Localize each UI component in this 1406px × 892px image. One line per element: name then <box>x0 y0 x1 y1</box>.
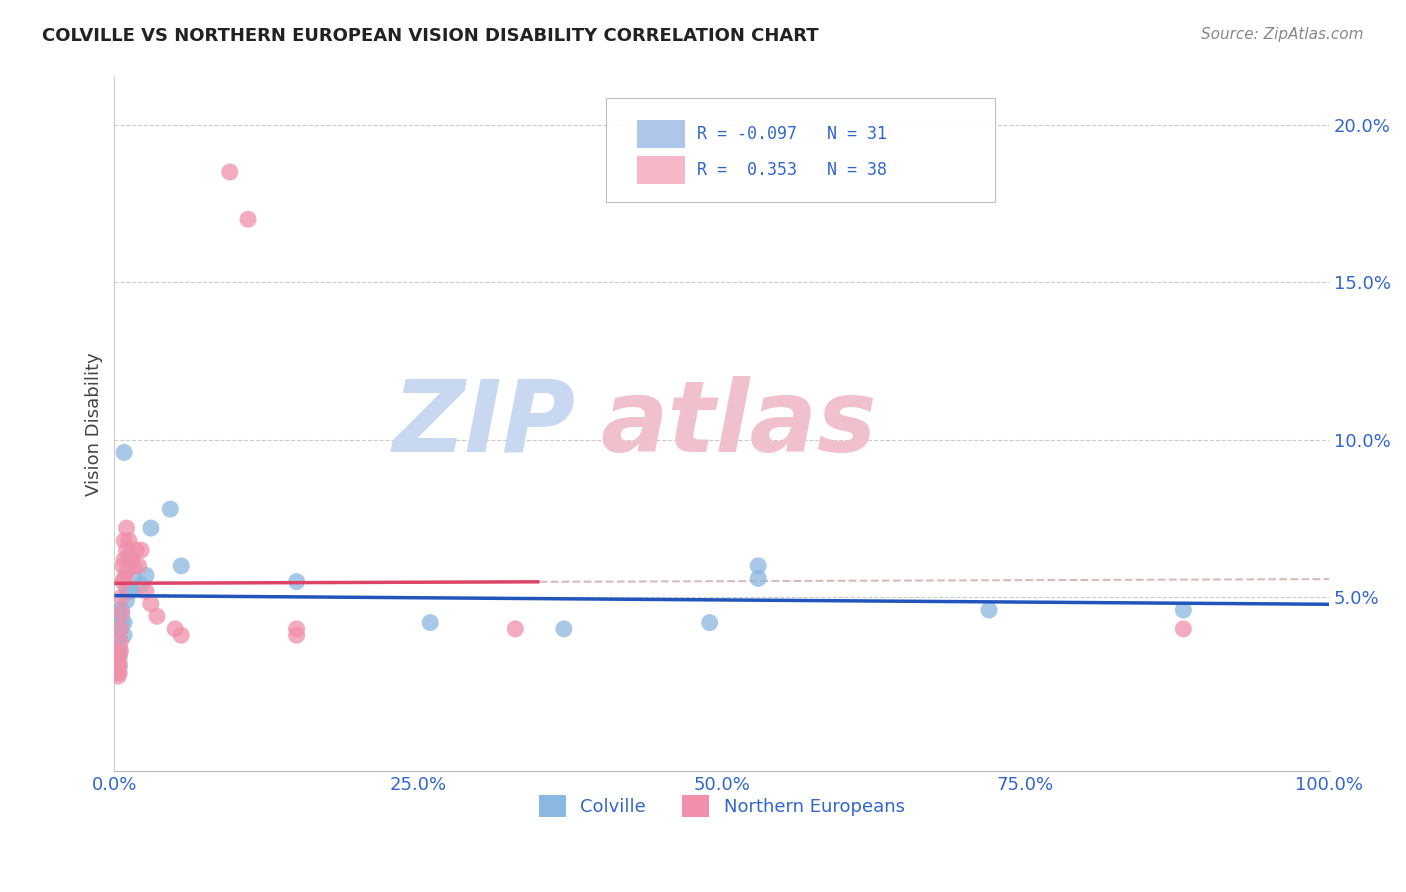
Point <box>108 659 131 673</box>
Point <box>112 572 135 586</box>
Point <box>107 669 129 683</box>
Point <box>110 634 132 648</box>
Bar <box>637 120 685 148</box>
Point <box>108 647 131 661</box>
Bar <box>637 156 685 184</box>
FancyBboxPatch shape <box>606 98 995 202</box>
Point <box>115 581 138 595</box>
Text: R =  0.353   N = 38: R = 0.353 N = 38 <box>697 161 887 179</box>
Point <box>111 558 134 573</box>
Point <box>122 558 145 573</box>
Point <box>115 521 138 535</box>
Point <box>146 609 169 624</box>
Point <box>125 543 148 558</box>
Point <box>503 622 526 636</box>
Point <box>118 584 141 599</box>
Point <box>218 165 240 179</box>
Point <box>118 552 141 566</box>
Point <box>111 606 134 620</box>
Point <box>1173 603 1195 617</box>
Point <box>120 584 142 599</box>
Text: COLVILLE VS NORTHERN EUROPEAN VISION DISABILITY CORRELATION CHART: COLVILLE VS NORTHERN EUROPEAN VISION DIS… <box>42 27 818 45</box>
Point <box>120 552 142 566</box>
Point <box>699 615 721 630</box>
Point <box>107 659 129 673</box>
Point <box>105 653 128 667</box>
Point <box>139 597 162 611</box>
Point <box>170 628 193 642</box>
Point <box>108 650 131 665</box>
Legend: Colville, Northern Europeans: Colville, Northern Europeans <box>531 788 912 824</box>
Point <box>112 533 135 548</box>
Point <box>135 584 157 599</box>
Point <box>122 572 145 586</box>
Point <box>129 543 152 558</box>
Point <box>115 593 138 607</box>
Point <box>285 628 308 642</box>
Point <box>111 591 134 605</box>
Point <box>977 603 1000 617</box>
Point <box>110 622 132 636</box>
Point <box>112 615 135 630</box>
Point <box>108 640 131 655</box>
Point <box>165 622 187 636</box>
Point <box>236 212 259 227</box>
Point <box>747 572 769 586</box>
Text: R = -0.097   N = 31: R = -0.097 N = 31 <box>697 125 887 143</box>
Point <box>159 502 181 516</box>
Point <box>139 521 162 535</box>
Point <box>108 622 131 636</box>
Point <box>112 628 135 642</box>
Point <box>118 533 141 548</box>
Point <box>108 657 131 671</box>
Point <box>419 615 441 630</box>
Point <box>747 558 769 573</box>
Point <box>111 603 134 617</box>
Point <box>1173 622 1195 636</box>
Point <box>112 445 135 459</box>
Text: Source: ZipAtlas.com: Source: ZipAtlas.com <box>1201 27 1364 42</box>
Point <box>553 622 575 636</box>
Text: atlas: atlas <box>600 376 877 473</box>
Y-axis label: Vision Disability: Vision Disability <box>86 352 103 496</box>
Point <box>108 603 131 617</box>
Point <box>105 665 128 680</box>
Point <box>112 552 135 566</box>
Point <box>110 644 132 658</box>
Text: ZIP: ZIP <box>394 376 576 473</box>
Point <box>115 565 138 579</box>
Point <box>285 622 308 636</box>
Point <box>108 632 131 646</box>
Point <box>170 558 193 573</box>
Point <box>108 612 131 626</box>
Point <box>111 615 134 630</box>
Point <box>128 558 150 573</box>
Point <box>285 574 308 589</box>
Point <box>135 568 157 582</box>
Point <box>115 543 138 558</box>
Point <box>129 578 152 592</box>
Point <box>108 665 131 680</box>
Point <box>111 574 134 589</box>
Point <box>118 549 141 564</box>
